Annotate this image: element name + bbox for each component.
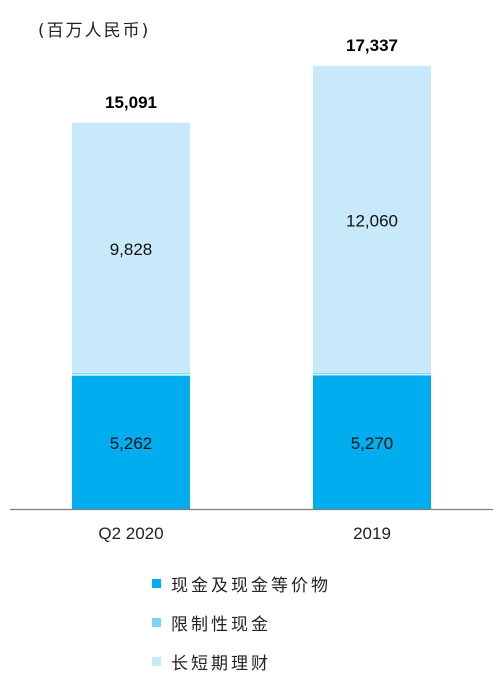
value-label-2019-series-0: 5,270 — [351, 434, 394, 453]
legend-item-cash: 现金及现金等价物 — [152, 572, 331, 596]
total-label-q2-2020: 15,091 — [105, 93, 157, 112]
legend-swatch-cash — [152, 578, 161, 588]
value-label-q2-2020-series-2: 9,828 — [110, 240, 153, 259]
legend-swatch-wealth-management — [152, 656, 161, 666]
bar-2019-series-1 — [313, 372, 431, 375]
legend-label-restricted-cash: 限制性现金 — [171, 614, 271, 635]
legend-item-restricted-cash: 限制性现金 — [152, 611, 331, 635]
bar-2019-series-2 — [313, 65, 431, 373]
category-label-q2-2020: Q2 2020 — [98, 524, 163, 543]
total-label-2019: 17,337 — [346, 36, 398, 55]
legend-label-cash: 现金及现金等价物 — [171, 575, 331, 596]
bar-q2-2020-series-2 — [72, 122, 190, 374]
legend-label-wealth-management: 长短期理财 — [171, 653, 271, 674]
legend-swatch-restricted-cash — [152, 617, 161, 627]
bar-q2-2020-series-0 — [72, 375, 190, 509]
legend-item-wealth-management: 长短期理财 — [152, 650, 331, 674]
legend: 现金及现金等价物 限制性现金 长短期理财 — [152, 572, 331, 689]
bar-2019-series-0 — [313, 374, 431, 509]
category-label-2019: 2019 — [353, 524, 391, 543]
unit-label: (百万人民币) — [38, 21, 151, 41]
bar-q2-2020-series-1 — [72, 373, 190, 376]
value-label-2019-series-2: 12,060 — [346, 211, 398, 230]
value-label-q2-2020-series-0: 5,262 — [110, 434, 153, 453]
